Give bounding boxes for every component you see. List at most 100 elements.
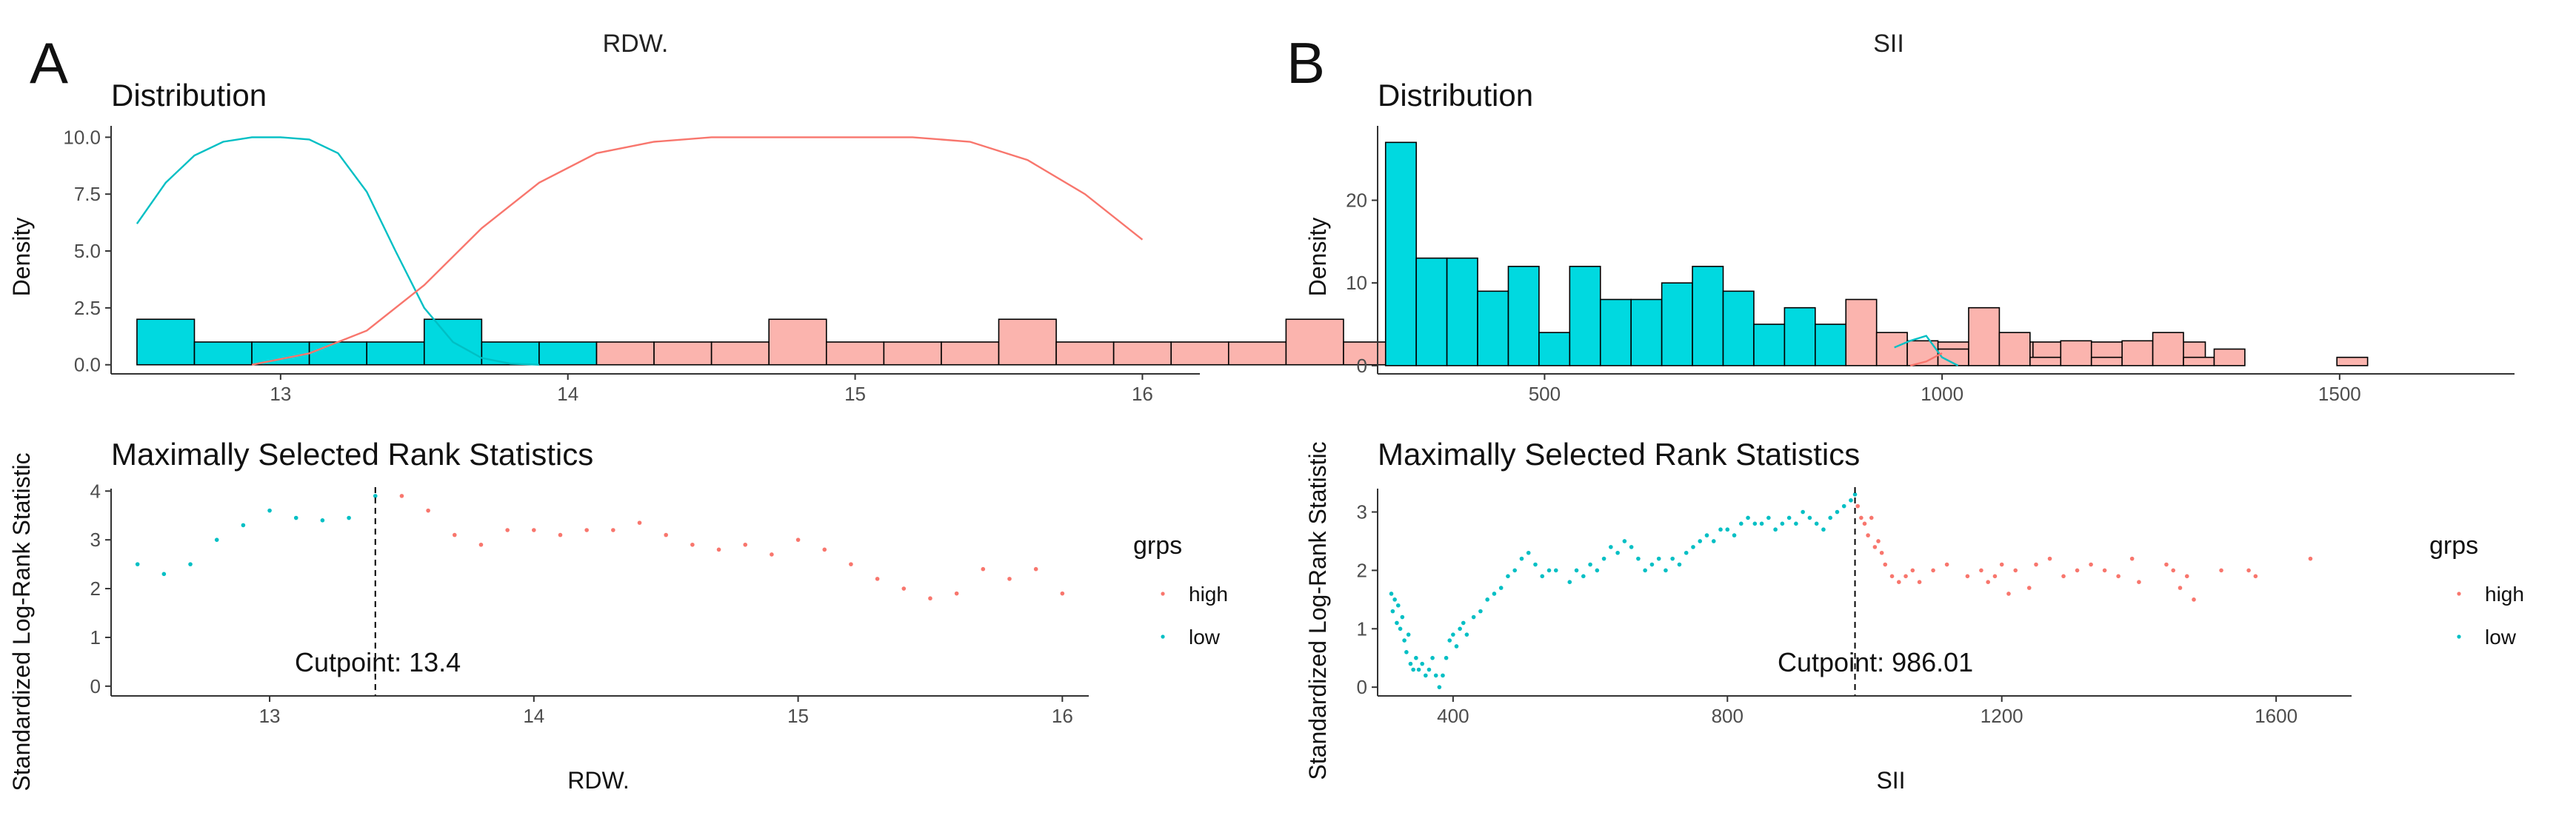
- panel-b-stat-point-high: [2178, 586, 2183, 590]
- panel-a-dist-bar-high: [941, 341, 1000, 366]
- panel-b-stat-point-low: [1849, 498, 1853, 503]
- panel-b-stat-point-low: [1395, 603, 1401, 608]
- panel-b-dist-bar-low: [1507, 266, 1540, 366]
- panel-a-stat-y-tick-label: 0: [90, 675, 101, 697]
- panel-b-stat-point-low: [1408, 661, 1413, 666]
- panel-b-stat-point-low: [1478, 609, 1483, 614]
- panel-b-stat-point-high: [1869, 515, 1874, 520]
- panel-a-stat-ylabel: Standardized Log-Rank Statistic: [8, 452, 35, 791]
- panel-b-stat-point-high: [1903, 574, 1908, 579]
- panel-b-stat-point-low: [1402, 638, 1407, 643]
- panel-a-dist-bar-low: [366, 341, 425, 366]
- panel-a-stat-point-high: [981, 566, 986, 572]
- panel-b-stat-point-low: [1711, 539, 1716, 543]
- panel-a-dist-bar-high: [825, 341, 885, 366]
- panel-b-dist-density-curve-high: [1909, 352, 1943, 366]
- panel-b-stat-point-low: [1759, 521, 1764, 526]
- panel-b-stat-point-low: [1684, 550, 1689, 555]
- panel-a-stat-y-tick-label: 1: [90, 626, 101, 649]
- panel-b-stat-point-low: [1725, 527, 1730, 532]
- panel-b-stat-point-low: [1629, 545, 1634, 549]
- panel-b-stat-xlabel: SII: [1876, 767, 1905, 794]
- panel-b-stat-point-high: [1917, 580, 1922, 584]
- panel-b-dist-y-tick-label: 20: [1346, 190, 1367, 212]
- panel-b-stat-point-low: [1636, 556, 1641, 561]
- panel-a-dist-bar-high: [710, 341, 770, 366]
- panel-a-dist-bar-high: [998, 318, 1057, 366]
- panel-b-stat-point-low: [1814, 521, 1819, 526]
- panel-b-stat-point-high: [1992, 574, 1998, 579]
- panel-b-stat-point-low: [1420, 661, 1424, 666]
- panel-a-stat-point-low: [241, 523, 246, 528]
- panel-b-stat-point-low: [1828, 515, 1832, 520]
- panel-a-stat-point-high: [1060, 591, 1065, 596]
- panel-a-dist-x-tick-label: 16: [1132, 383, 1153, 405]
- panel-b-dist-bar-low: [1384, 141, 1417, 366]
- panel-b-stat-y-tick-label: 0: [1357, 676, 1367, 698]
- panel-b-legend-high-label: high: [2485, 583, 2524, 606]
- panel-a-stat-point-high: [743, 542, 748, 547]
- panel-a-dist-bar-low: [251, 341, 310, 366]
- panel-b-label: B: [1287, 30, 1325, 96]
- panel-b-stat-point-high: [2089, 562, 2093, 567]
- panel-b-stat-x-tick-label: 1600: [2255, 705, 2298, 727]
- panel-a-cutpoint-label: Cutpoint: 13.4: [295, 647, 461, 677]
- panel-a-dist-bar-low: [481, 341, 540, 366]
- panel-b-stat-y-tick-label: 1: [1357, 617, 1367, 640]
- panel-a-heading: RDW.: [603, 30, 669, 58]
- panel-b-stat-point-low: [1546, 568, 1552, 573]
- panel-a-dist-bar-high: [768, 318, 827, 366]
- panel-a-stat-point-high: [558, 532, 563, 537]
- panel-b-stat-point-low: [1773, 527, 1778, 532]
- panel-b-stat-point-low: [1704, 533, 1709, 537]
- panel-b-dist-bar-low: [1783, 307, 1816, 366]
- panel-b-cutpoint-label: Cutpoint: 986.01: [1778, 647, 1973, 677]
- panel-b-stat-y-tick-label: 2: [1357, 559, 1367, 581]
- panel-b-dist-bar-low: [1630, 298, 1663, 366]
- panel-b-stat-point-low: [1841, 503, 1846, 509]
- panel-b-stat-point-high: [2308, 556, 2313, 561]
- panel-a-stat-point-high: [637, 520, 642, 525]
- panel-a-label: A: [30, 30, 68, 96]
- panel-a-dist-bar-high: [1112, 341, 1172, 366]
- panel-a-stat-title: Maximally Selected Rank Statistics: [111, 437, 593, 472]
- panel-b-dist-bar-high: [2213, 348, 2246, 366]
- panel-a-legend: grps high low: [1133, 532, 1228, 649]
- panel-b-stat-point-high: [1889, 574, 1895, 579]
- panel-b-stat-point-high: [2246, 568, 2251, 573]
- panel-b-dist-bar-low: [1415, 257, 1448, 366]
- panel-b-stat-point-low: [1794, 521, 1798, 526]
- panel-b-stat-point-high: [2129, 556, 2135, 561]
- panel-b-legend: grps high low: [2429, 532, 2524, 649]
- panel-b-dist-bar-high: [2183, 356, 2215, 366]
- panel-b-stat-point-high: [1876, 539, 1881, 543]
- panel-b-dist-bar-low: [1477, 290, 1509, 366]
- panel-b-stat-point-high: [2192, 597, 2196, 602]
- panel-b-dist-bar-high: [2060, 340, 2092, 366]
- panel-b-stat-point-low: [1588, 562, 1592, 567]
- panel-b-stat-point-low: [1609, 545, 1613, 549]
- panel-a-stat-point-high: [584, 528, 589, 532]
- panel-b-stat-point-low: [1400, 614, 1405, 620]
- panel-b-legend-title: grps: [2429, 532, 2478, 560]
- panel-b-stat-point-low: [1732, 533, 1737, 537]
- panel-b-stat-point-high: [1872, 545, 1878, 549]
- panel-a-stat-point-high: [716, 547, 721, 552]
- panel-b-stat-point-low: [1581, 574, 1586, 579]
- panel-b-stat-point-low: [1852, 492, 1858, 497]
- panel-b-stat-point-high: [1897, 580, 1901, 584]
- panel-a-stat-point-high: [875, 577, 880, 581]
- panel-a-stat-point-low: [293, 515, 298, 520]
- panel-a-legend-title: grps: [1133, 532, 1182, 560]
- panel-b-stat-point-high: [1862, 521, 1867, 526]
- panel-b-stat-point-low: [1395, 620, 1399, 626]
- panel-b-legend-low-label: low: [2485, 626, 2517, 649]
- panel-b-stat-point-high: [2164, 562, 2169, 567]
- panel-b-stat-point-low: [1458, 626, 1462, 632]
- panel-b-stat-point-low: [1512, 568, 1518, 573]
- panel-b-stat-ylabel: Standardized Log-Rank Statistic: [1304, 441, 1331, 780]
- panel-b-stat-point-low: [1670, 556, 1675, 561]
- panel-a-stat-point-high: [795, 537, 801, 542]
- panel-b-stat-point-low: [1498, 586, 1504, 590]
- panel-b-dist-y-tick-label: 10: [1346, 272, 1367, 294]
